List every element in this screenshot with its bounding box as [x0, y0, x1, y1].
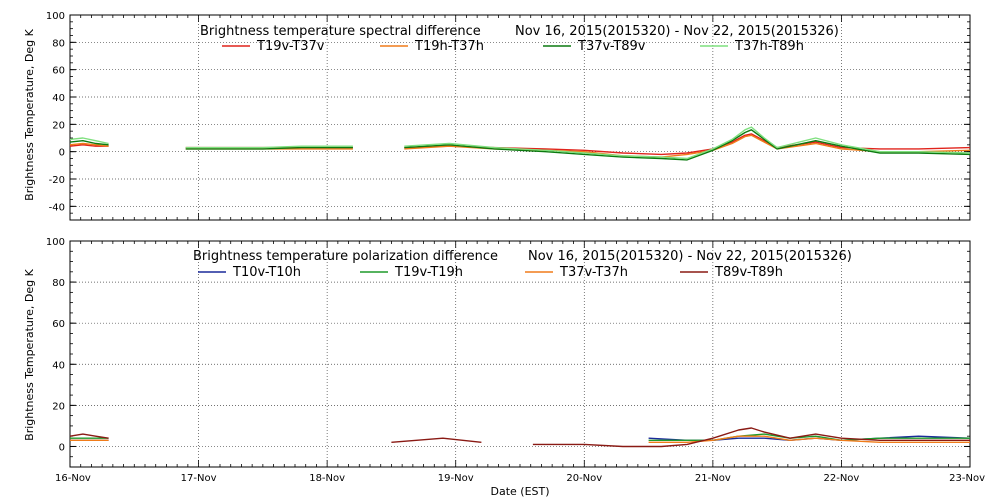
x-tick-label: 17-Nov: [181, 473, 217, 484]
bottom-legend-label: T37v-T37h: [559, 265, 628, 280]
x-tick-label: 22-Nov: [823, 473, 859, 484]
top-series-line-t19h-t37h: [404, 134, 971, 158]
x-axis-label: Date (EST): [490, 485, 549, 498]
top-y-tick-label: 60: [52, 66, 65, 77]
x-tick-label: 21-Nov: [695, 473, 731, 484]
bottom-y-tick-label: 20: [52, 401, 65, 412]
top-y-tick-label: -20: [49, 175, 65, 186]
x-tick-label: 19-Nov: [438, 473, 474, 484]
bottom-panel-date-range: Nov 16, 2015(2015320) - Nov 22, 2015(201…: [528, 249, 852, 264]
top-series-line-t19h-t37h: [69, 142, 109, 147]
x-tick-label: 23-Nov: [949, 473, 985, 484]
top-series-line-t37h-t89h: [69, 137, 109, 145]
x-tick-label: 20-Nov: [566, 473, 602, 484]
top-legend-label: T37h-T89h: [734, 39, 804, 54]
bottom-series-line-t89v-t89h: [391, 437, 482, 443]
top-legend-label: T37v-T89v: [577, 39, 646, 54]
bottom-plot-frame: [69, 240, 971, 468]
top-y-tick-label: 20: [52, 120, 65, 131]
bottom-y-tick-label: 100: [46, 237, 65, 248]
bottom-y-tick-label: 80: [52, 278, 65, 289]
top-panel-title: Brightness temperature spectral differen…: [200, 24, 481, 39]
top-y-tick-label: -40: [49, 202, 65, 213]
top-panel-date-range: Nov 16, 2015(2015320) - Nov 22, 2015(201…: [515, 24, 839, 39]
bottom-y-axis-label: Brightness Temperature, Deg K: [23, 268, 36, 440]
bottom-legend-label: T89v-T89h: [714, 265, 783, 280]
bottom-series-line-t89v-t89h: [532, 427, 970, 448]
top-legend-label: T19h-T37h: [414, 39, 484, 54]
bottom-y-tick-label: 40: [52, 360, 65, 371]
bottom-series-line-t89v-t89h: [69, 433, 109, 439]
bottom-y-tick-label: 0: [59, 442, 65, 453]
top-series-line-t37v-t89v: [69, 139, 109, 146]
top-y-tick-label: 40: [52, 93, 65, 104]
bottom-legend-label: T19v-T19h: [394, 265, 463, 280]
top-y-tick-label: 100: [46, 11, 65, 22]
top-y-axis-label: Brightness Temperature, Deg K: [23, 28, 36, 200]
x-tick-label: 18-Nov: [309, 473, 345, 484]
top-plot-frame: [69, 14, 971, 221]
top-series-line-t37h-t89h: [185, 145, 353, 149]
top-series-line-t37v-t89v: [185, 146, 353, 150]
top-y-tick-label: 0: [59, 148, 65, 159]
top-series-line-t37h-t89h: [404, 126, 971, 160]
top-y-tick-label: 80: [52, 38, 65, 49]
bottom-legend-label: T10v-T10h: [232, 265, 301, 280]
top-series-line-t19v-t37v: [404, 133, 971, 156]
bottom-panel-title: Brightness temperature polarization diff…: [193, 249, 498, 264]
bottom-y-tick-label: 60: [52, 319, 65, 330]
top-legend-label: T19v-T37v: [256, 39, 325, 54]
top-series-line-t37v-t89v: [404, 129, 971, 161]
x-tick-label: 16-Nov: [55, 473, 91, 484]
